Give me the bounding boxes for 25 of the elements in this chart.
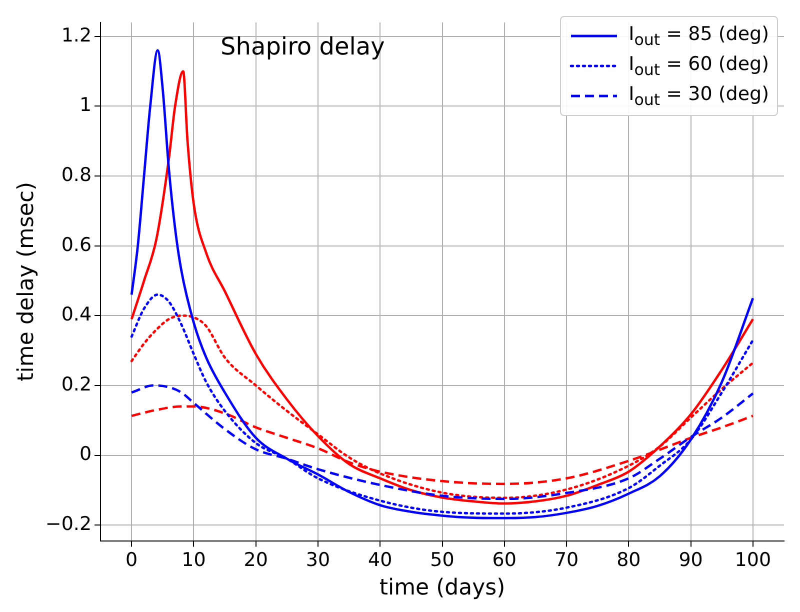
x-tick-label: 0 — [126, 549, 138, 572]
annotation: Shapiro delay — [220, 32, 385, 61]
y-axis-title: time delay (msec) — [14, 182, 39, 382]
x-tick-label: 40 — [368, 549, 392, 572]
x-axis-title: time (days) — [379, 576, 506, 601]
legend-label: I$_{out}$ = 30 (deg) — [628, 83, 769, 109]
y-tick-label: 0 — [79, 443, 92, 466]
y-tick-label: 0.2 — [61, 373, 92, 396]
x-tick-label: 80 — [616, 549, 641, 572]
y-tick-label: −0.2 — [45, 513, 92, 536]
x-tick-label: 20 — [244, 549, 268, 572]
x-tick-label: 50 — [430, 549, 454, 572]
legend-label: I$_{out}$ = 60 (deg) — [628, 53, 769, 79]
y-tick-label: 1.2 — [61, 24, 92, 46]
legend-label: I$_{out}$ = 85 (deg) — [628, 23, 769, 49]
y-tick-label: 0.6 — [61, 234, 92, 256]
y-tick-label: 1 — [79, 94, 92, 116]
x-tick-label: 60 — [492, 549, 516, 572]
x-tick-label: 70 — [554, 549, 579, 572]
x-tick-label: 100 — [734, 549, 772, 572]
x-tick-label: 90 — [678, 549, 703, 572]
y-tick-label: 0.4 — [61, 304, 92, 326]
y-tick-label: 0.8 — [61, 164, 92, 186]
x-tick-label: 10 — [182, 549, 206, 572]
x-tick-label: 30 — [306, 549, 330, 572]
